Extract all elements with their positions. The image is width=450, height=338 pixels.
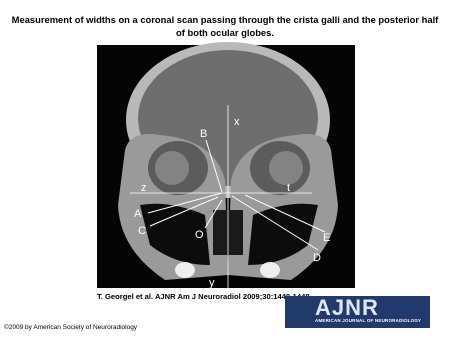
logo-title: AJNR — [315, 295, 379, 320]
tooth — [260, 262, 280, 278]
label: A — [134, 208, 142, 220]
title: Measurement of widths on a coronal scan … — [11, 14, 439, 38]
label: O — [195, 229, 204, 241]
journal-logo: AJNR AMERICAN JOURNAL OF NEURORADIOLOGY — [285, 295, 430, 328]
label: y — [209, 277, 215, 289]
label: z — [141, 182, 147, 194]
logo-subtitle: AMERICAN JOURNAL OF NEURORADIOLOGY — [315, 318, 422, 323]
label: C — [138, 225, 146, 237]
label: D — [313, 252, 321, 264]
left-sinus — [140, 203, 210, 265]
right-sinus — [248, 203, 318, 265]
label: t — [287, 182, 290, 194]
right-globe — [269, 151, 303, 185]
left-globe — [155, 151, 189, 185]
label: B — [200, 128, 207, 140]
tooth — [175, 262, 195, 278]
arrows — [147, 139, 326, 251]
label: E — [323, 232, 330, 244]
copyright: ©2009 by American Society of Neuroradiol… — [4, 324, 138, 331]
label: x — [234, 116, 240, 128]
citation: T. Georgel et al. AJNR Am J Neuroradiol … — [97, 292, 310, 301]
